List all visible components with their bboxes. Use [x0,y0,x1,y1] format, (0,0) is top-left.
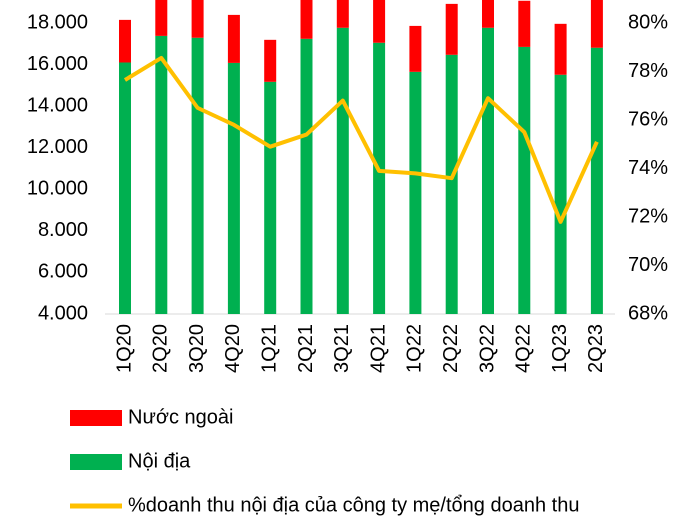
bar [482,27,494,315]
x-tick-label: 1Q21 [258,324,280,373]
x-tick-label: 4Q22 [513,324,535,373]
legend-swatch [70,454,122,470]
x-tick-label: 2Q23 [585,324,607,373]
bar [227,14,240,63]
line [123,55,599,224]
x-tick-label: 3Q22 [476,324,498,373]
legend-label: %doanh thu nội địa của công ty mẹ/tổng d… [128,494,579,516]
y2-tick-label: 72% [628,205,668,227]
bar [590,0,603,48]
y-tick-label: 18.000 [27,11,88,33]
bar [155,0,168,36]
bar [155,35,168,314]
bar [191,0,204,38]
x-tick-label: 4Q20 [222,324,244,373]
bar [373,0,386,43]
legend-label: Nội địa [128,450,191,472]
x-tick-label: 2Q22 [440,324,462,373]
bar [590,47,603,315]
bar [445,54,458,314]
y-tick-label: 8.000 [38,219,88,241]
bar [554,23,567,75]
x-tick-label: 1Q22 [404,324,426,373]
bar [409,71,422,314]
y-tick-label: 10.000 [27,178,88,200]
bar [264,39,277,82]
bar [191,37,204,314]
bar [554,74,567,314]
x-tick-label: 2Q21 [295,324,317,373]
bar [300,0,313,39]
x-tick-label: 4Q21 [367,324,389,373]
y2-tick-label: 70% [628,254,668,276]
bar [409,25,422,72]
y2-tick-label: 78% [628,60,668,82]
y2-tick-label: 76% [628,108,668,130]
x-tick-label: 1Q23 [549,324,571,373]
bar [518,46,531,315]
bar [227,62,240,315]
y-tick-label: 16.000 [27,53,88,75]
legend-swatch [70,410,122,426]
y-tick-label: 14.000 [27,94,88,116]
x-tick-label: 2Q20 [150,324,172,373]
y-tick-label: 4.000 [38,302,88,324]
y2-tick-label: 68% [628,302,668,324]
bar [336,27,349,315]
bar [264,81,277,314]
y-tick-label: 12.000 [27,136,88,158]
bar [518,0,531,47]
x-tick-label: 3Q21 [331,324,353,373]
bar [336,0,349,28]
bar [119,62,131,314]
y2-tick-label: 80% [628,11,668,33]
bar [482,0,494,28]
bar [300,38,313,314]
x-tick-label: 1Q20 [113,324,135,373]
bar [119,19,131,63]
legend-label: Nước ngoài [128,406,233,428]
y2-tick-label: 74% [628,157,668,179]
bar [373,42,386,314]
x-tick-label: 3Q20 [186,324,208,373]
bar [445,3,458,55]
y-tick-label: 6.000 [38,261,88,283]
